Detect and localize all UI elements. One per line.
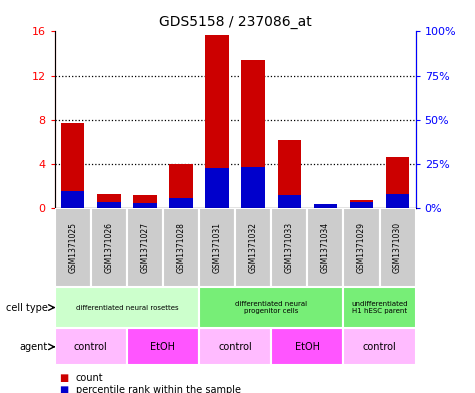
Text: differentiated neural rosettes: differentiated neural rosettes bbox=[76, 305, 178, 310]
Bar bbox=[386, 158, 409, 208]
Text: differentiated neural
progenitor cells: differentiated neural progenitor cells bbox=[235, 301, 307, 314]
Text: undifferentiated
H1 hESC parent: undifferentiated H1 hESC parent bbox=[352, 301, 408, 314]
Bar bbox=[271, 328, 343, 365]
Bar bbox=[386, 194, 409, 208]
Bar bbox=[350, 202, 373, 208]
Text: control: control bbox=[362, 342, 397, 352]
Bar bbox=[199, 328, 271, 365]
Bar bbox=[97, 202, 121, 208]
Text: GSM1371031: GSM1371031 bbox=[213, 222, 221, 273]
Text: GSM1371028: GSM1371028 bbox=[177, 222, 185, 273]
Bar bbox=[205, 169, 229, 208]
Title: GDS5158 / 237086_at: GDS5158 / 237086_at bbox=[159, 15, 312, 29]
Text: GSM1371025: GSM1371025 bbox=[68, 222, 77, 273]
Text: GSM1371034: GSM1371034 bbox=[321, 222, 330, 273]
Bar bbox=[163, 208, 199, 287]
Text: GSM1371029: GSM1371029 bbox=[357, 222, 366, 273]
Bar bbox=[205, 35, 229, 208]
Bar bbox=[343, 287, 416, 328]
Text: GSM1371026: GSM1371026 bbox=[104, 222, 113, 273]
Text: EtOH: EtOH bbox=[295, 342, 320, 352]
Bar bbox=[271, 208, 307, 287]
Text: agent: agent bbox=[19, 342, 48, 352]
Bar bbox=[91, 208, 127, 287]
Bar bbox=[61, 191, 85, 208]
Bar bbox=[314, 206, 337, 208]
Bar bbox=[314, 204, 337, 208]
Bar bbox=[277, 195, 301, 208]
Bar bbox=[277, 140, 301, 208]
Bar bbox=[127, 328, 199, 365]
Bar bbox=[235, 208, 271, 287]
Bar bbox=[241, 60, 265, 208]
Text: GSM1371033: GSM1371033 bbox=[285, 222, 294, 273]
Bar bbox=[133, 203, 157, 208]
Text: count: count bbox=[76, 373, 104, 383]
Text: ■: ■ bbox=[59, 373, 68, 383]
Text: ■: ■ bbox=[59, 385, 68, 393]
Bar bbox=[133, 195, 157, 208]
Text: GSM1371027: GSM1371027 bbox=[141, 222, 149, 273]
Text: cell type: cell type bbox=[6, 303, 48, 312]
Bar bbox=[127, 208, 163, 287]
Text: EtOH: EtOH bbox=[151, 342, 175, 352]
Text: GSM1371030: GSM1371030 bbox=[393, 222, 402, 273]
Bar bbox=[97, 194, 121, 208]
Text: control: control bbox=[218, 342, 252, 352]
Bar bbox=[350, 200, 373, 208]
Bar bbox=[343, 208, 380, 287]
Bar bbox=[199, 287, 343, 328]
Bar bbox=[61, 123, 85, 208]
Bar bbox=[199, 208, 235, 287]
Bar bbox=[380, 208, 416, 287]
Bar bbox=[55, 328, 127, 365]
Bar bbox=[241, 167, 265, 208]
Text: percentile rank within the sample: percentile rank within the sample bbox=[76, 385, 241, 393]
Bar bbox=[55, 208, 91, 287]
Text: control: control bbox=[74, 342, 108, 352]
Bar bbox=[343, 328, 416, 365]
Bar bbox=[169, 198, 193, 208]
Text: GSM1371032: GSM1371032 bbox=[249, 222, 257, 273]
Bar bbox=[55, 287, 199, 328]
Bar bbox=[169, 164, 193, 208]
Bar bbox=[307, 208, 343, 287]
